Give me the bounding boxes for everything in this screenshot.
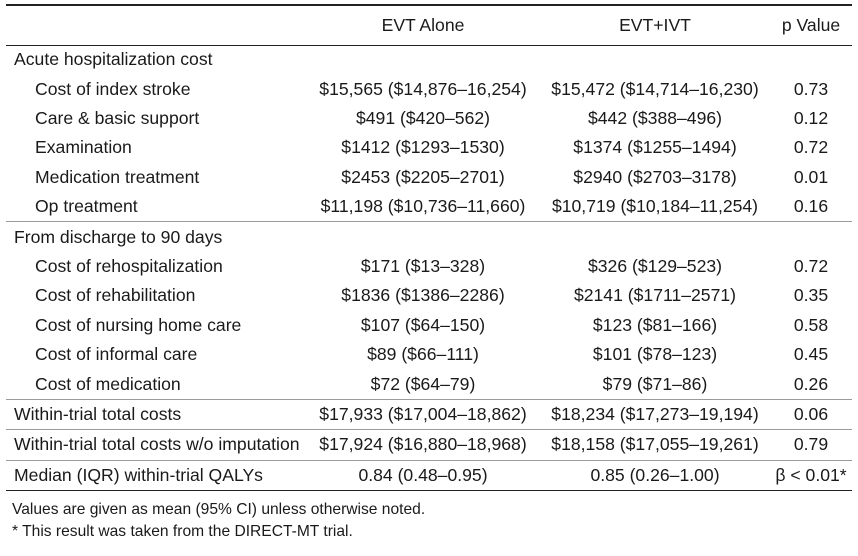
cell-evt-alone: $1836 ($1386–2286) bbox=[341, 285, 505, 306]
cell-evt-ivt: $442 ($388–496) bbox=[587, 108, 723, 129]
footnote: Values are given as mean (95% CI) unless… bbox=[12, 501, 426, 518]
section-row: From discharge to 90 days bbox=[6, 221, 852, 252]
table-row: Cost of nursing home care $107 ($64–150)… bbox=[6, 311, 852, 340]
table-footnotes: Values are given as mean (95% CI) unless… bbox=[12, 499, 425, 543]
row-label: Median (IQR) within-trial QALYs bbox=[6, 459, 306, 491]
table-row: Care & basic support $491 ($420–562) $44… bbox=[6, 104, 852, 133]
cell-evt-ivt: $326 ($129–523) bbox=[587, 256, 723, 277]
row-label: Cost of nursing home care bbox=[35, 314, 242, 335]
cell-evt-alone: 0.84 (0.48–0.95) bbox=[306, 459, 540, 491]
cell-evt-alone: $2453 ($2205–2701) bbox=[341, 166, 505, 187]
row-label: Cost of informal care bbox=[35, 344, 198, 365]
cell-p-value: 0.72 bbox=[793, 137, 829, 158]
cell-evt-alone: $11,198 ($10,736–11,660) bbox=[320, 196, 526, 217]
row-label: Examination bbox=[35, 137, 132, 158]
cell-p-value: 0.79 bbox=[770, 429, 852, 461]
cell-evt-alone: $107 ($64–150) bbox=[360, 314, 486, 335]
row-label: Acute hospitalization cost bbox=[14, 49, 213, 70]
cell-p-value: 0.45 bbox=[793, 344, 829, 365]
row-label: Care & basic support bbox=[35, 108, 200, 129]
row-label: Within-trial total costs bbox=[6, 398, 306, 430]
cell-p-value: 0.58 bbox=[793, 314, 829, 335]
cost-table: EVT Alone EVT+IVT p Value Acute hospital… bbox=[6, 6, 852, 491]
cell-evt-ivt: $101 ($78–123) bbox=[592, 344, 718, 365]
cell-evt-ivt: $1374 ($1255–1494) bbox=[573, 137, 737, 158]
cell-p-value: 0.16 bbox=[793, 196, 829, 217]
row-label: Cost of rehospitalization bbox=[35, 256, 223, 277]
cell-p-value: β < 0.01* bbox=[770, 459, 852, 491]
table-row: Within-trial total costs w/o imputation … bbox=[6, 429, 852, 461]
cell-p-value: 0.73 bbox=[793, 78, 829, 99]
cell-p-value: 0.12 bbox=[793, 108, 829, 129]
section-row: Acute hospitalization cost bbox=[6, 44, 852, 74]
cell-evt-alone bbox=[306, 221, 540, 252]
cell-evt-alone bbox=[306, 44, 540, 74]
cell-p-value: 0.26 bbox=[793, 373, 829, 394]
cell-p-value: 0.35 bbox=[793, 285, 829, 306]
cell-evt-ivt: $15,472 ($14,714–16,230) bbox=[551, 78, 759, 99]
cell-evt-alone: $1412 ($1293–1530) bbox=[341, 137, 505, 158]
cell-evt-ivt bbox=[540, 44, 770, 74]
cell-evt-ivt: 0.85 (0.26–1.00) bbox=[540, 459, 770, 491]
cell-evt-ivt: $123 ($81–166) bbox=[592, 314, 718, 335]
footnote: * This result was taken from the DIRECT-… bbox=[12, 523, 353, 540]
cell-p-value bbox=[770, 221, 852, 252]
cell-evt-alone: $15,565 ($14,876–16,254) bbox=[319, 78, 527, 99]
row-label: From discharge to 90 days bbox=[6, 221, 306, 252]
table-row: Within-trial total costs $17,933 ($17,00… bbox=[6, 398, 852, 430]
cell-p-value: 0.06 bbox=[770, 398, 852, 430]
cell-evt-alone: $171 ($13–328) bbox=[360, 256, 486, 277]
cell-evt-alone: $89 ($66–111) bbox=[367, 344, 479, 365]
cell-evt-alone: $17,924 ($16,880–18,968) bbox=[306, 429, 540, 461]
row-label: Cost of medication bbox=[35, 373, 181, 394]
cell-evt-ivt: $2141 ($1711–2571) bbox=[573, 285, 737, 306]
cell-evt-alone: $491 ($420–562) bbox=[355, 108, 491, 129]
cell-p-value: 0.01 bbox=[793, 166, 829, 187]
header-label-column bbox=[6, 6, 306, 44]
cell-evt-alone: $17,933 ($17,004–18,862) bbox=[306, 398, 540, 430]
table-row: Examination $1412 ($1293–1530) $1374 ($1… bbox=[6, 133, 852, 162]
table-row: Cost of rehospitalization $171 ($13–328)… bbox=[6, 252, 852, 281]
cell-p-value bbox=[770, 44, 852, 74]
table-row: Cost of index stroke $15,565 ($14,876–16… bbox=[6, 74, 852, 103]
row-label: Op treatment bbox=[35, 196, 138, 217]
table-row: Cost of rehabilitation $1836 ($1386–2286… bbox=[6, 281, 852, 310]
cell-evt-ivt bbox=[540, 221, 770, 252]
table-row: Cost of medication $72 ($64–79) $79 ($71… bbox=[6, 369, 852, 399]
cell-evt-ivt: $18,234 ($17,273–19,194) bbox=[540, 398, 770, 430]
cell-evt-alone: $72 ($64–79) bbox=[370, 373, 476, 394]
table-row: Median (IQR) within-trial QALYs 0.84 (0.… bbox=[6, 459, 852, 491]
table-header-rule bbox=[6, 45, 852, 46]
header-evt-ivt: EVT+IVT bbox=[619, 14, 691, 35]
cell-evt-ivt: $18,158 ($17,055–19,261) bbox=[540, 429, 770, 461]
table-row: Medication treatment $2453 ($2205–2701) … bbox=[6, 163, 852, 192]
cell-p-value: 0.72 bbox=[793, 256, 829, 277]
cell-evt-ivt: $79 ($71–86) bbox=[602, 373, 708, 394]
row-label: Cost of rehabilitation bbox=[35, 285, 196, 306]
table-row: Cost of informal care $89 ($66–111) $101… bbox=[6, 340, 852, 369]
row-label: Cost of index stroke bbox=[35, 78, 191, 99]
table-top-rule bbox=[6, 4, 852, 6]
header-p-value: p Value bbox=[781, 14, 841, 35]
table-row: Op treatment $11,198 ($10,736–11,660) $1… bbox=[6, 192, 852, 222]
cell-evt-ivt: $2940 ($2703–3178) bbox=[573, 166, 737, 187]
header-evt-alone: EVT Alone bbox=[381, 14, 465, 35]
cell-evt-ivt: $10,719 ($10,184–11,254) bbox=[551, 196, 759, 217]
table-bottom-rule bbox=[6, 490, 852, 491]
row-label: Within-trial total costs w/o imputation bbox=[6, 429, 306, 461]
table-header-row: EVT Alone EVT+IVT p Value bbox=[6, 6, 852, 44]
row-label: Medication treatment bbox=[35, 166, 200, 187]
